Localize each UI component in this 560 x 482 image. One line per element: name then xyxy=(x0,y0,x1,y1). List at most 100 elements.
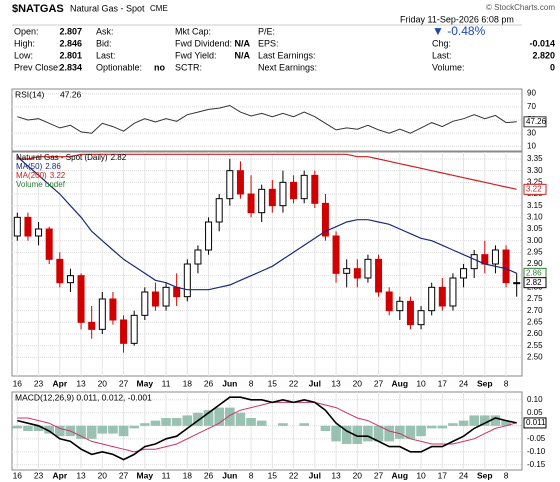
candle-body xyxy=(247,193,255,214)
candle-body xyxy=(268,188,276,207)
x-tick-label: Jul xyxy=(309,470,321,480)
candle-body xyxy=(353,268,361,279)
legend-entry: MA(200) 3.22 xyxy=(16,171,66,180)
candle-body xyxy=(120,319,128,344)
histogram-bar xyxy=(140,423,150,426)
x-tick-label: 20 xyxy=(98,378,108,388)
histogram-bar xyxy=(299,423,309,426)
y-tick-label: 30 xyxy=(527,128,536,137)
y-tick-label: 3.05 xyxy=(527,224,543,233)
candle-body xyxy=(311,174,319,204)
value-box xyxy=(523,116,547,128)
y-tick-label: 10 xyxy=(527,141,536,150)
candle-body xyxy=(56,258,64,284)
histogram-bar xyxy=(97,425,108,434)
legend: MACD(12,26,9) 0.011, 0.012, -0.001 xyxy=(15,392,152,402)
field-value: 2.834 xyxy=(59,62,82,72)
candle-body xyxy=(151,291,159,307)
field-value: no xyxy=(154,62,165,72)
line xyxy=(17,401,517,453)
y-tick-label: 3.15 xyxy=(527,201,543,210)
histogram-bar xyxy=(23,425,33,431)
histogram-bar xyxy=(108,425,118,434)
x-tick-label: Jul xyxy=(309,378,321,388)
field-label: Optionable: xyxy=(96,62,142,72)
field-label: Open: xyxy=(14,26,39,36)
x-tick-label: 27 xyxy=(374,378,384,388)
x-tick-label: 10 xyxy=(416,378,426,388)
y-tick-label: -0.05 xyxy=(527,434,546,443)
x-tick-label: 17 xyxy=(438,378,448,388)
candle-body xyxy=(215,198,223,223)
histogram-bar xyxy=(490,415,501,426)
histogram-bar xyxy=(416,425,426,437)
x-tick-label: 13 xyxy=(76,470,86,480)
histogram-bar xyxy=(76,425,86,439)
histogram-bar xyxy=(246,418,256,426)
field-label: Ask: xyxy=(96,26,114,36)
x-tick-label: 27 xyxy=(119,378,129,388)
histogram-bar xyxy=(384,425,394,442)
histogram-bar xyxy=(341,425,352,444)
candle-body xyxy=(183,263,191,298)
y-tick-label: 2.60 xyxy=(527,329,543,338)
y-tick-label: 3.25 xyxy=(527,177,543,186)
field-label: SCTR: xyxy=(175,62,202,72)
candle-body xyxy=(343,268,351,274)
y-tick-label: 0.05 xyxy=(527,408,543,417)
legend-name: RSI(14) xyxy=(15,89,44,99)
histogram-bar xyxy=(501,420,511,426)
candle-body xyxy=(77,275,85,323)
candle-body xyxy=(491,249,499,265)
histogram-bar xyxy=(405,425,416,439)
x-tick-label: 26 xyxy=(204,378,214,388)
x-tick-label: 8 xyxy=(504,470,509,480)
x-tick-label: 8 xyxy=(249,378,254,388)
x-tick-label: 22 xyxy=(289,470,299,480)
field-value: 2.801 xyxy=(59,50,82,60)
line xyxy=(17,153,517,190)
candle-body xyxy=(375,258,383,293)
histogram-bar xyxy=(86,425,97,439)
line xyxy=(17,396,517,461)
y-tick-label: -0.15 xyxy=(527,460,546,469)
y-tick-label: 0.10 xyxy=(527,395,543,404)
field-value: 0 xyxy=(550,62,555,72)
x-tick-label: 20 xyxy=(353,470,363,480)
x-tick-label: 10 xyxy=(416,470,426,480)
candle-body xyxy=(279,181,287,207)
field-label: Bid: xyxy=(96,38,112,48)
x-tick-label: 18 xyxy=(183,470,193,480)
x-tick-label: 16 xyxy=(13,378,23,388)
legend-value: 3.22 xyxy=(50,171,66,180)
x-tick-label: Sep xyxy=(477,378,493,388)
y-tick-label: 3.30 xyxy=(527,166,543,175)
field-label: Fwd Yield: xyxy=(175,50,217,60)
histogram-bar xyxy=(278,423,288,426)
histogram-bar xyxy=(203,410,214,426)
y-tick-label: 2.70 xyxy=(527,306,543,315)
histogram-bar xyxy=(469,415,479,426)
value-box-label: 0.011 xyxy=(526,418,546,427)
value-box xyxy=(523,277,547,289)
field-label: Chg: xyxy=(432,38,451,48)
candle-body xyxy=(460,268,468,279)
y-tick-label: 70 xyxy=(527,102,536,111)
field-value: N/A xyxy=(235,38,251,48)
y-tick-label: 2.75 xyxy=(527,294,543,303)
x-tick-label: 27 xyxy=(374,470,384,480)
x-tick-label: 15 xyxy=(268,378,278,388)
field-label: Volume: xyxy=(432,62,465,72)
histogram-bar xyxy=(256,420,267,426)
x-tick-label: Apr xyxy=(52,470,67,480)
histogram-bar xyxy=(437,425,448,429)
x-tick-label: 16 xyxy=(13,470,23,480)
x-tick-label: 20 xyxy=(98,470,108,480)
histogram-bar xyxy=(118,425,129,437)
value-box-label: 2.86 xyxy=(526,268,542,277)
histogram-bar xyxy=(373,425,384,442)
candle-body xyxy=(300,174,308,200)
y-tick-label: 2.55 xyxy=(527,341,543,350)
line xyxy=(17,104,517,134)
